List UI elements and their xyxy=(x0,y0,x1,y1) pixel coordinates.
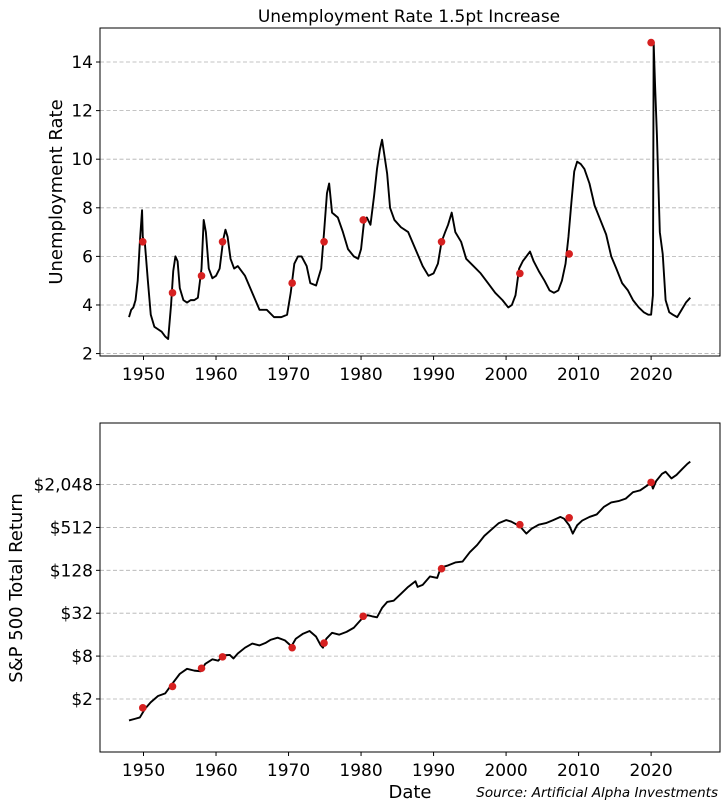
unemployment-y-axis-label: Unemployment Rate xyxy=(46,99,67,284)
sp500-x-tick-label: 2020 xyxy=(629,761,672,781)
sp500-event-point xyxy=(359,612,368,621)
sp500-x-tick-label: 1950 xyxy=(122,761,165,781)
sp500-y-tick-label: $8 xyxy=(71,647,93,667)
unemployment-event-point xyxy=(359,216,368,224)
sp500-plot-frame xyxy=(99,422,721,753)
sp500-y-axis-label: S&P 500 Total Return xyxy=(6,493,27,683)
unemployment-x-tick-label: 2000 xyxy=(484,365,527,385)
sp500-event-point xyxy=(197,664,206,673)
sp500-gridlines xyxy=(100,484,720,700)
unemployment-events xyxy=(138,38,655,297)
sp500-x-tick-label: 2000 xyxy=(484,761,527,781)
sp500-event-point xyxy=(516,520,524,529)
unemployment-event-point xyxy=(565,250,573,258)
unemployment-event-point xyxy=(320,238,328,246)
unemployment-series-line xyxy=(128,41,691,340)
sp500-series-line xyxy=(128,460,691,722)
unemployment-x-tick-label: 1990 xyxy=(412,365,455,385)
unemployment-event-point xyxy=(437,238,446,246)
unemployment-x-tick-label: 1960 xyxy=(194,365,237,385)
sp500-y-tick-label: $2 xyxy=(71,690,93,710)
unemployment-y-tick-label: 12 xyxy=(71,102,93,122)
unemployment-x-tick-label: 1950 xyxy=(122,365,165,385)
unemployment-event-point xyxy=(197,272,206,280)
sp500-event-point xyxy=(138,704,147,712)
unemployment-x-tick-label: 1970 xyxy=(267,365,310,385)
unemployment-y-tick-label: 14 xyxy=(71,53,93,73)
sp500-events xyxy=(138,478,655,712)
sp500-event-point xyxy=(437,564,446,573)
unemployment-event-point xyxy=(138,238,147,246)
source-caption: Source: Artificial Alpha Investments xyxy=(476,785,718,801)
sp500-event-point xyxy=(565,513,573,522)
sp500-x-tick-label: 1960 xyxy=(194,761,237,781)
sp500-x-tick-label: 1990 xyxy=(412,761,455,781)
sp500-x-tick-label: 1970 xyxy=(267,761,310,781)
sp500-event-point xyxy=(288,643,296,652)
unemployment-chart: Unemployment Rate 1.5pt Increase 2 4 6 8 10 1… xyxy=(46,7,721,385)
unemployment-chart-title: Unemployment Rate 1.5pt Increase xyxy=(258,7,560,27)
unemployment-y-tick-label: 6 xyxy=(82,247,93,267)
sp500-event-point xyxy=(320,639,328,647)
unemployment-series xyxy=(128,41,691,340)
sp500-y-tick-label: $2,048 xyxy=(34,476,93,496)
sp500-event-point xyxy=(168,682,177,691)
unemployment-x-tick-label: 2020 xyxy=(629,365,672,385)
unemployment-event-point xyxy=(168,289,177,297)
sp500-x-ticks: 1950 1960 1970 1980 1990 2000 2010 2020 xyxy=(122,752,673,781)
sp500-y-tick-label: $128 xyxy=(50,561,93,581)
sp500-x-tick-label: 2010 xyxy=(557,761,600,781)
unemployment-y-ticks: 2 4 6 8 10 12 14 xyxy=(71,53,100,365)
sp500-y-tick-label: $32 xyxy=(61,604,93,624)
unemployment-plot-frame xyxy=(99,27,721,357)
sp500-y-tick-label: $512 xyxy=(50,518,93,538)
sp500-x-axis-label: Date xyxy=(388,782,431,803)
unemployment-event-point xyxy=(516,269,524,278)
sp500-series xyxy=(128,460,691,722)
unemployment-y-tick-label: 4 xyxy=(82,296,93,316)
unemployment-y-tick-label: 2 xyxy=(82,345,93,365)
sp500-event-point xyxy=(647,478,655,487)
unemployment-gridlines xyxy=(100,61,720,354)
unemployment-x-tick-label: 1980 xyxy=(339,365,382,385)
unemployment-y-tick-label: 8 xyxy=(82,199,93,219)
unemployment-event-point xyxy=(218,238,227,246)
unemployment-y-tick-label: 10 xyxy=(71,150,93,170)
unemployment-x-tick-label: 2010 xyxy=(557,365,600,385)
sp500-x-tick-label: 1980 xyxy=(339,761,382,781)
sp500-event-point xyxy=(218,653,227,661)
unemployment-event-point xyxy=(647,38,655,47)
sp500-y-ticks: $2 $8 $32 $128 $512 $2,048 xyxy=(34,476,100,710)
sp500-chart: $2$8$32$128$512$2,048 1950 1960 1970 1980 19… xyxy=(6,422,721,803)
unemployment-event-point xyxy=(288,279,296,287)
unemployment-x-ticks: 1950 1960 1970 1980 1990 2000 2010 2020 xyxy=(122,356,673,385)
